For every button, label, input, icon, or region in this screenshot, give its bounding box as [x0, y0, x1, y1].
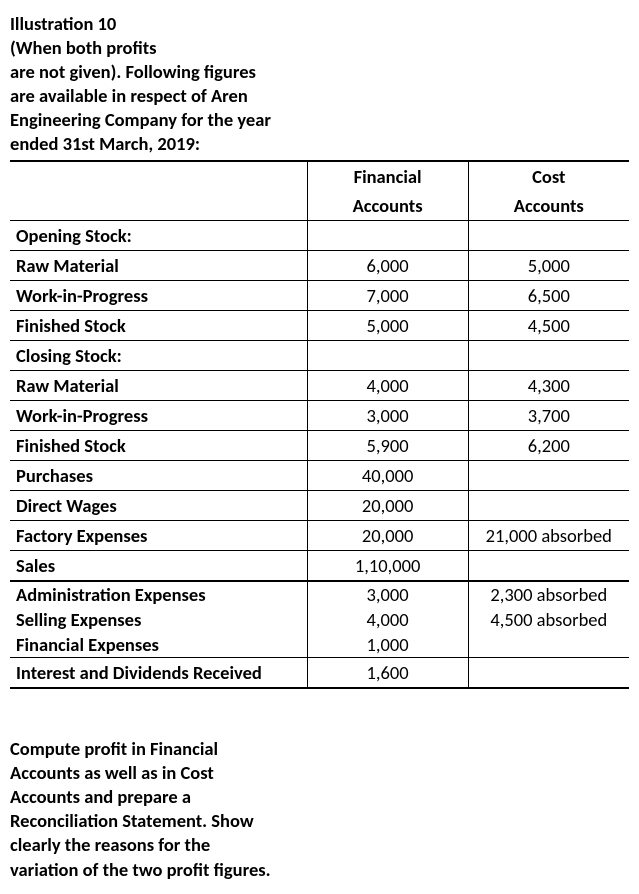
row-label: Work-in-Progress [10, 281, 307, 311]
row-label: Purchases [10, 461, 307, 491]
table-row: Finished Stock 5,000 4,500 [10, 311, 629, 341]
outro-text: Compute profit in Financial Accounts as … [10, 737, 340, 881]
row-label: Administration Expenses [10, 581, 307, 607]
col-header-financial-2: Accounts [307, 191, 468, 221]
row-fin: 1,600 [307, 658, 468, 689]
intro-line: are not given). Following figures [10, 60, 256, 83]
row-fin: 6,000 [307, 251, 468, 281]
intro-line: Engineering Company for the year [10, 108, 271, 131]
row-label: Work-in-Progress [10, 401, 307, 431]
table-row: Interest and Dividends Received 1,600 [10, 658, 629, 689]
row-cost: 5,000 [468, 251, 629, 281]
section-closing: Closing Stock: [10, 341, 629, 371]
row-cost: 4,500 [468, 311, 629, 341]
row-fin: 4,000 [307, 607, 468, 632]
section-label: Closing Stock: [10, 341, 307, 371]
row-cost [468, 632, 629, 658]
outro-line: Accounts as well as in Cost [10, 761, 214, 784]
intro-line: ended 31st March, 2019: [10, 132, 200, 155]
row-label: Financial Expenses [10, 632, 307, 658]
table-row: Factory Expenses 20,000 21,000 absorbed [10, 521, 629, 551]
row-fin: 20,000 [307, 491, 468, 521]
row-cost: 2,300 absorbed [468, 581, 629, 607]
table-row: Financial Expenses 1,000 [10, 632, 629, 658]
row-label: Direct Wages [10, 491, 307, 521]
outro-line: variation of the two profit figures. [10, 858, 271, 881]
intro-line: are available in respect of Aren [10, 84, 248, 107]
table-row: Purchases 40,000 [10, 461, 629, 491]
table-row: Administration Expenses 3,000 2,300 abso… [10, 581, 629, 607]
section-label: Opening Stock: [10, 221, 307, 251]
outro-line: Reconciliation Statement. Show [10, 809, 254, 832]
col-header-financial: Financial [307, 161, 468, 191]
row-fin: 7,000 [307, 281, 468, 311]
accounts-table: Financial Cost Accounts Accounts Opening… [10, 160, 629, 689]
row-cost: 21,000 absorbed [468, 521, 629, 551]
row-fin: 40,000 [307, 461, 468, 491]
header-row-1: Financial Cost [10, 161, 629, 191]
row-fin: 5,000 [307, 311, 468, 341]
row-cost [468, 461, 629, 491]
row-label: Sales [10, 551, 307, 582]
row-fin: 20,000 [307, 521, 468, 551]
table-row: Direct Wages 20,000 [10, 491, 629, 521]
outro-line: Compute profit in Financial [10, 737, 218, 760]
table-row: Work-in-Progress 7,000 6,500 [10, 281, 629, 311]
table-row: Work-in-Progress 3,000 3,700 [10, 401, 629, 431]
section-opening: Opening Stock: [10, 221, 629, 251]
row-fin: 3,000 [307, 581, 468, 607]
row-cost: 3,700 [468, 401, 629, 431]
row-cost: 4,300 [468, 371, 629, 401]
row-cost: 4,500 absorbed [468, 607, 629, 632]
table-row: Selling Expenses 4,000 4,500 absorbed [10, 607, 629, 632]
row-label: Raw Material [10, 251, 307, 281]
row-fin: 5,900 [307, 431, 468, 461]
col-header-cost: Cost [468, 161, 629, 191]
row-label: Factory Expenses [10, 521, 307, 551]
row-cost [468, 551, 629, 582]
table-row: Raw Material 6,000 5,000 [10, 251, 629, 281]
row-label: Selling Expenses [10, 607, 307, 632]
intro-line: Illustration 10 [10, 12, 116, 35]
row-fin: 1,10,000 [307, 551, 468, 582]
header-row-2: Accounts Accounts [10, 191, 629, 221]
row-cost [468, 658, 629, 689]
row-label: Finished Stock [10, 311, 307, 341]
row-cost [468, 491, 629, 521]
table-row: Finished Stock 5,900 6,200 [10, 431, 629, 461]
row-fin: 3,000 [307, 401, 468, 431]
row-cost: 6,500 [468, 281, 629, 311]
row-label: Raw Material [10, 371, 307, 401]
outro-line: Accounts and prepare a [10, 785, 191, 808]
intro-text: Illustration 10 (When both profits are n… [10, 12, 340, 156]
row-label: Finished Stock [10, 431, 307, 461]
table-row: Sales 1,10,000 [10, 551, 629, 582]
row-fin: 1,000 [307, 632, 468, 658]
table-row: Raw Material 4,000 4,300 [10, 371, 629, 401]
intro-line: (When both profits [10, 36, 157, 59]
row-cost: 6,200 [468, 431, 629, 461]
row-label: Interest and Dividends Received [10, 658, 307, 689]
outro-line: clearly the reasons for the [10, 833, 210, 856]
col-header-cost-2: Accounts [468, 191, 629, 221]
row-fin: 4,000 [307, 371, 468, 401]
